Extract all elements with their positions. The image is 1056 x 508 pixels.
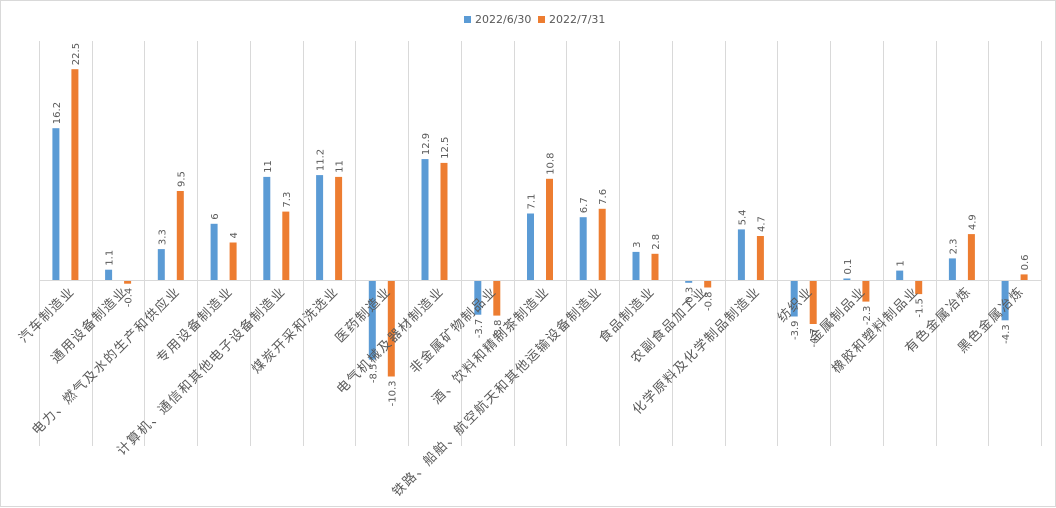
bar-series-1-6 [316,175,324,280]
data-label-series-2-10: 10.8 [546,153,557,175]
data-labels: 16.2 1.1 3.3 6 11 11.2 -8.5 12.9 -3.7 7.1 6.7 3 -0.3… [52,43,1031,406]
bar-series-2-17 [915,280,923,295]
bar-series-2-8 [440,162,448,280]
data-label-series-1-2: 1.1 [105,250,116,266]
data-label-series-1-15: -3.9 [790,321,801,341]
data-label-series-1-1: 16.2 [52,102,63,124]
bar-series-1-12 [632,251,640,280]
legend-label-series-2: 2022/7/31 [549,13,605,26]
data-label-series-2-7: -10.3 [387,381,398,407]
bar-series-2-15 [809,280,817,324]
bar-series-2-11 [598,208,606,280]
bar-series-1-9 [474,280,482,315]
data-label-series-2-17: -1.5 [915,298,926,318]
bar-series-2-5 [282,211,290,280]
bar-series-2-6 [335,176,343,280]
data-label-series-2-18: 4.9 [967,214,978,230]
bar-series-1-17 [896,270,904,280]
data-label-series-2-11: 7.6 [598,189,609,205]
legend-label-series-1: 2022/6/30 [475,13,531,26]
bar-series-2-19 [1020,274,1028,280]
legend-swatch-series-1 [464,16,471,23]
data-label-series-1-12: 3 [632,242,643,248]
data-label-series-1-8: 12.9 [421,133,432,155]
data-label-series-2-8: 12.5 [440,137,451,159]
category-labels: 汽车制造业通用设备制造业电力、燃气及水的生产和供应业专用设备制造业计算机、通信和… [16,284,1028,500]
category-label-6: 煤炭开采和洗选业 [249,284,342,377]
bar-series-2-12 [651,253,659,280]
data-label-series-1-11: 6.7 [579,197,590,213]
gridlines [39,41,1042,446]
data-label-series-1-17: 1 [896,260,907,266]
bar-series-2-16 [862,280,870,302]
data-label-series-1-7: -8.5 [368,364,379,384]
data-label-series-2-5: 7.3 [282,192,293,208]
data-label-series-1-4: 6 [210,213,221,219]
data-label-series-2-12: 2.8 [651,234,662,250]
bar-series-1-2 [105,269,113,280]
data-label-series-2-2: -0.4 [124,288,135,308]
bar-series-2-4 [229,242,237,280]
bar-series-1-8 [421,159,429,280]
data-label-series-2-1: 22.5 [71,43,82,65]
bar-series-1-15 [790,280,798,317]
bar-series-2-1 [71,69,79,280]
data-label-series-2-3: 9.5 [176,171,187,187]
bar-series-1-10 [527,213,534,280]
data-label-series-2-14: 4.7 [756,216,767,232]
bar-series-1-1 [52,128,60,280]
data-label-series-2-19: 0.6 [1020,254,1031,270]
bar-series-2-18 [967,234,975,280]
bar-series-1-16 [843,278,851,280]
data-label-series-1-13: -0.3 [685,287,696,307]
category-label-17: 橡胶和塑料制品业 [829,284,922,377]
bar-series-2-3 [176,191,184,280]
bar-series-2-7 [387,280,395,377]
data-label-series-1-5: 11 [263,160,274,173]
legend-swatch-series-2 [538,16,545,23]
data-label-series-1-3: 3.3 [157,229,168,245]
data-label-series-2-4: 4 [229,232,240,238]
bar-series-1-13 [685,280,693,283]
bars [52,69,1028,377]
bar-series-2-10 [546,178,553,280]
bar-series-1-3 [157,249,165,280]
bar-series-1-5 [263,176,271,280]
data-label-series-2-9: -3.8 [493,320,504,340]
bar-series-1-4 [210,223,218,280]
legend: 2022/6/30 2022/7/31 [464,13,605,26]
category-label-9: 非金属矿物制品业 [407,284,500,377]
data-label-series-2-15: -4.7 [809,328,820,348]
data-label-series-1-19: -4.3 [1001,324,1012,344]
data-label-series-2-16: -2.3 [862,306,873,326]
data-label-series-2-13: -0.8 [704,292,715,312]
bar-series-1-19 [1001,280,1009,321]
data-label-series-1-16: 0.1 [843,259,854,275]
bar-series-1-14 [737,229,745,280]
data-label-series-1-9: -3.7 [474,319,485,339]
data-label-series-2-6: 11 [335,160,346,173]
data-label-series-1-14: 5.4 [737,209,748,225]
data-label-series-1-6: 11.2 [316,149,327,171]
bar-series-1-18 [948,258,956,280]
bar-series-1-7 [368,280,376,360]
data-label-series-1-18: 2.3 [948,238,959,254]
bar-series-2-9 [493,280,501,316]
bar-series-2-13 [704,280,712,288]
data-label-series-1-10: 7.1 [527,194,538,210]
bar-series-1-11 [579,217,587,280]
bar-series-2-2 [124,280,132,284]
bar-series-2-14 [756,236,764,280]
